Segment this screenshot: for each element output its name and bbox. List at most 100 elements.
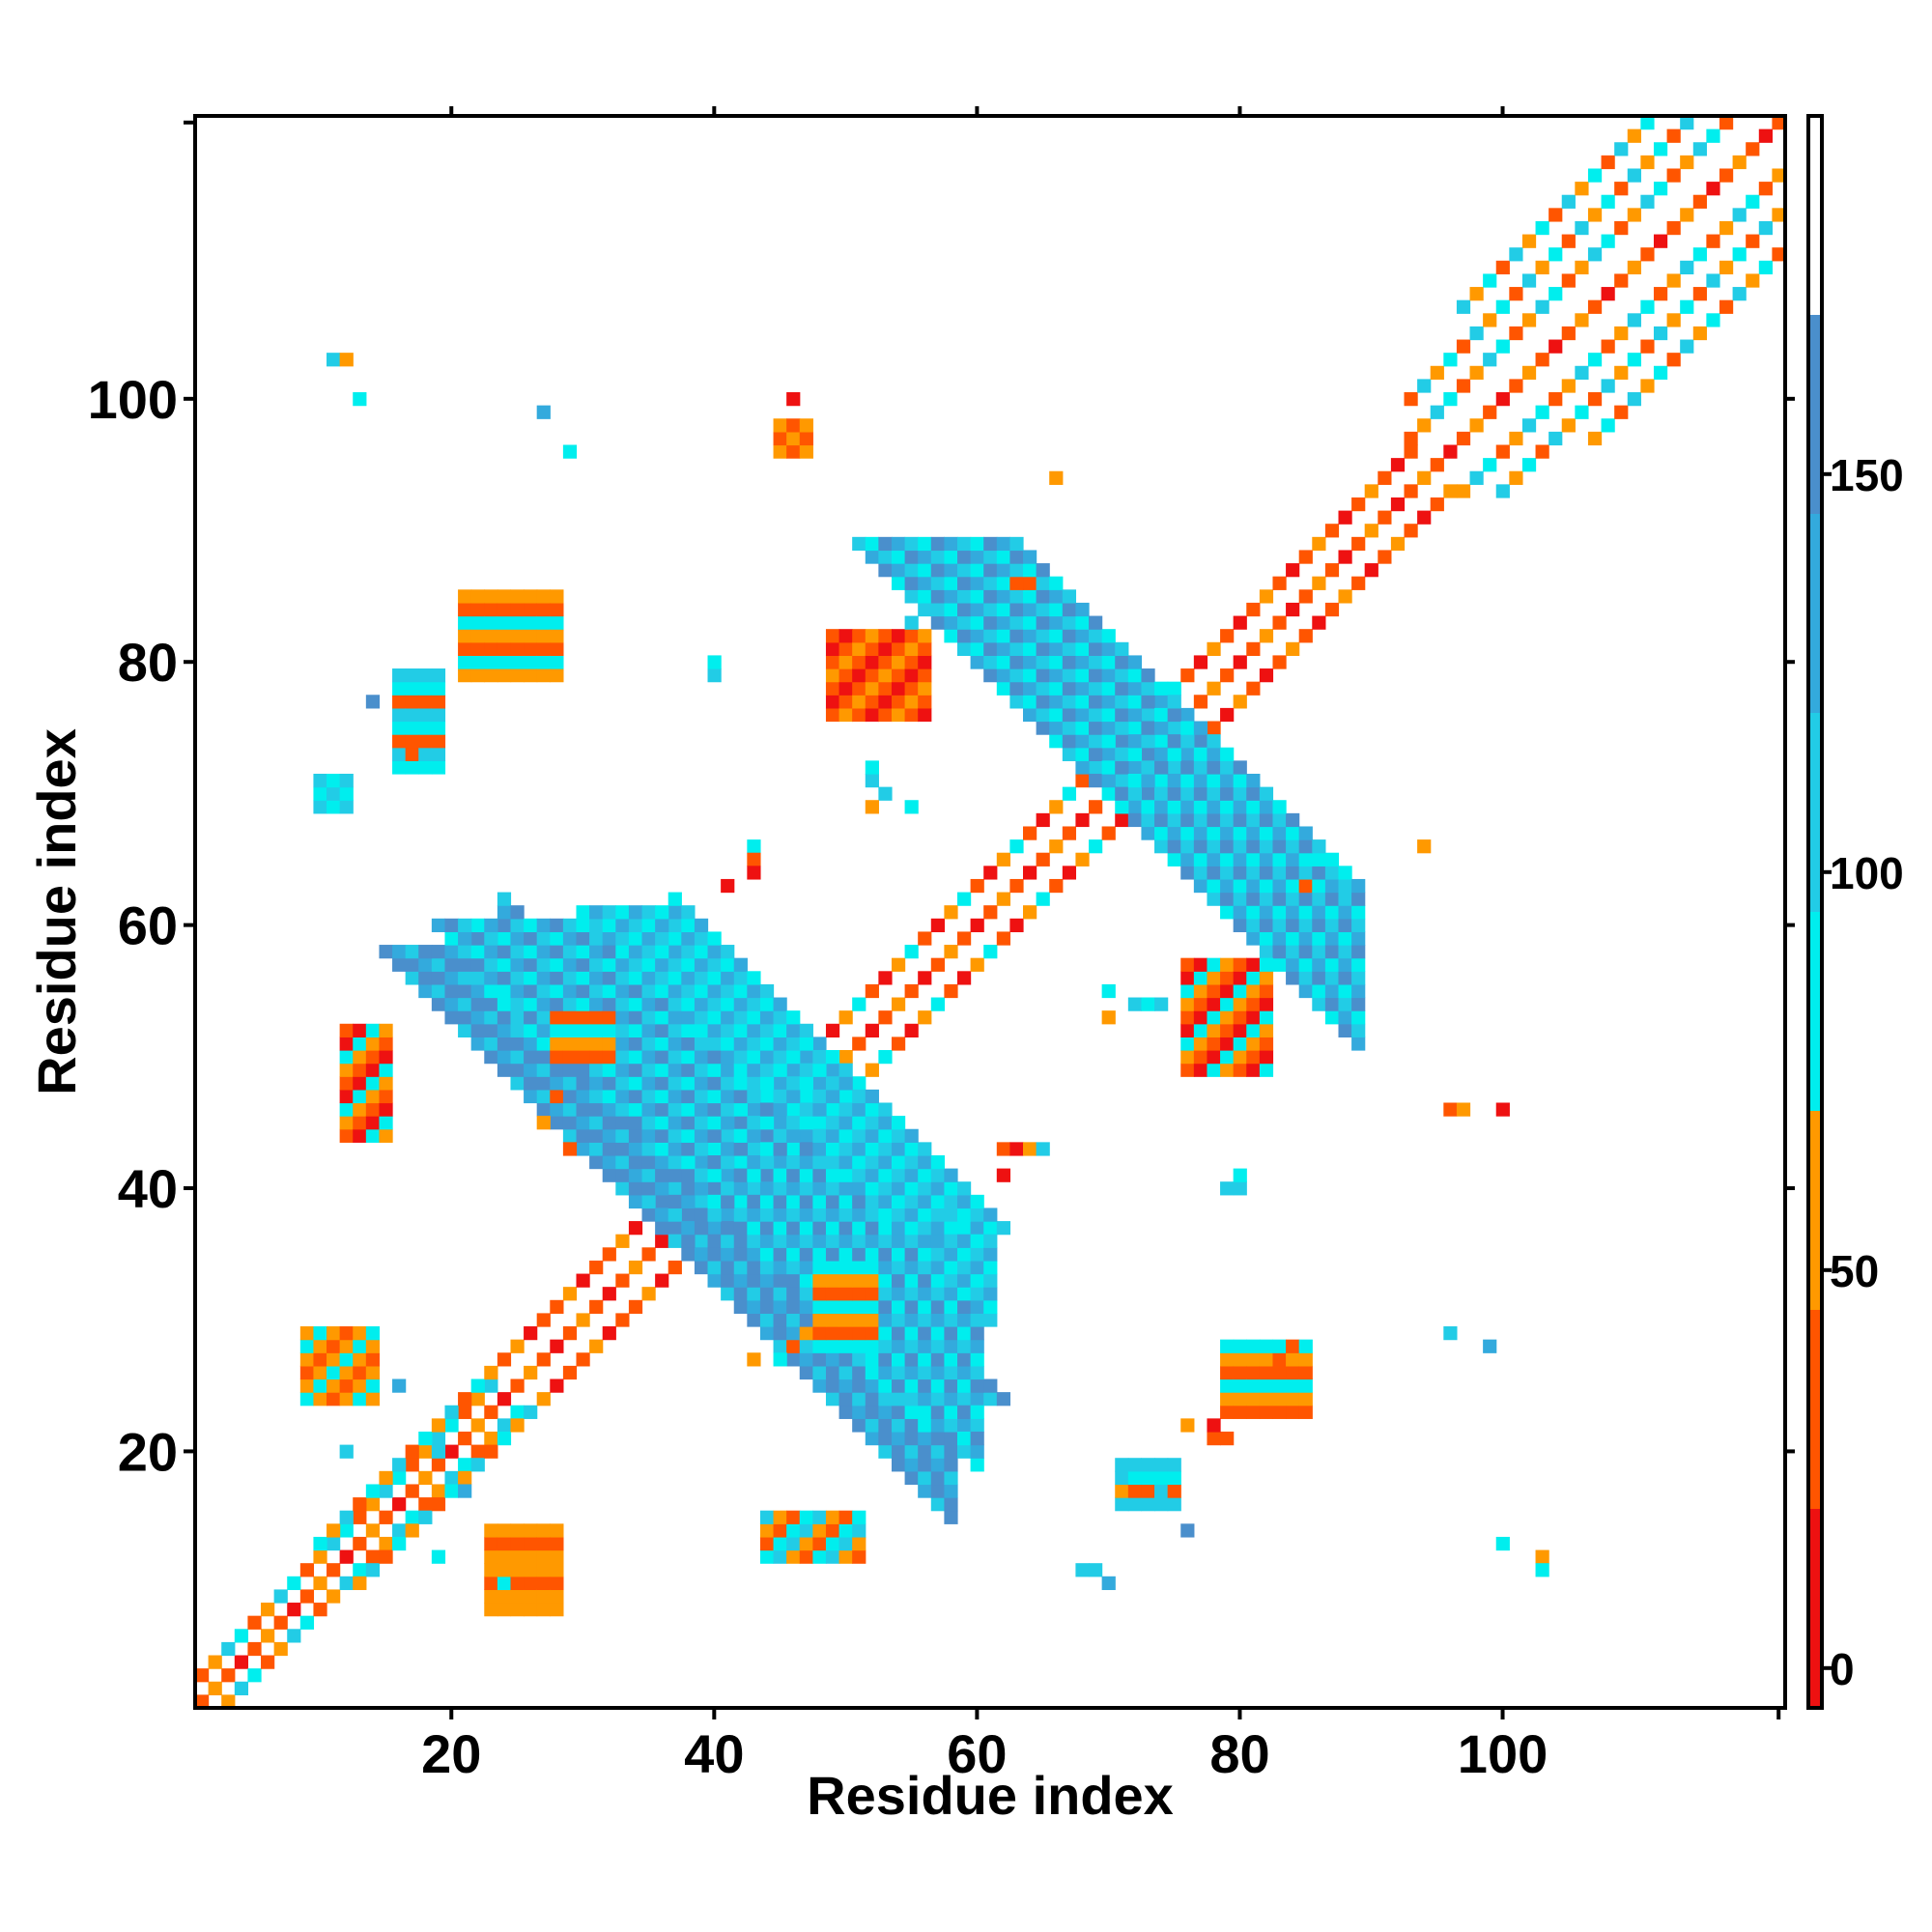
heatmap-cell bbox=[799, 1076, 813, 1091]
heatmap-cell bbox=[641, 1076, 656, 1091]
heatmap-cell bbox=[1259, 878, 1274, 894]
heatmap-cell bbox=[1259, 826, 1274, 840]
heatmap-cell bbox=[930, 1418, 945, 1433]
heatmap-cell bbox=[1259, 1063, 1274, 1077]
heatmap-cell bbox=[1220, 1339, 1235, 1353]
heatmap-cell bbox=[1089, 800, 1103, 814]
heatmap-cell bbox=[904, 1208, 919, 1222]
heatmap-cell bbox=[1298, 1365, 1313, 1380]
heatmap-cell bbox=[641, 1128, 656, 1143]
plot-frame bbox=[193, 114, 1787, 1710]
heatmap-cell bbox=[970, 1352, 984, 1367]
heatmap-cell bbox=[1023, 629, 1037, 643]
heatmap-cell bbox=[707, 1063, 722, 1077]
heatmap-cell bbox=[1036, 655, 1050, 669]
heatmap-cell bbox=[1141, 1497, 1155, 1512]
heatmap-cell bbox=[707, 1010, 722, 1025]
heatmap-cell bbox=[221, 1694, 236, 1709]
heatmap-cell bbox=[970, 1208, 984, 1222]
heatmap-cell bbox=[1233, 852, 1247, 867]
heatmap-cell bbox=[930, 1234, 945, 1248]
heatmap-cell bbox=[918, 971, 932, 985]
heatmap-cell bbox=[1758, 220, 1773, 236]
heatmap-cell bbox=[1036, 721, 1050, 735]
heatmap-cell bbox=[970, 1431, 984, 1446]
heatmap-cell bbox=[733, 971, 748, 985]
heatmap-cell bbox=[1233, 1023, 1247, 1037]
heatmap-cell bbox=[1561, 418, 1576, 433]
heatmap-cell bbox=[497, 1418, 512, 1433]
heatmap-cell bbox=[484, 1603, 498, 1617]
heatmap-cell bbox=[655, 1037, 669, 1051]
heatmap-cell bbox=[418, 681, 433, 696]
heatmap-cell bbox=[1207, 892, 1221, 906]
heatmap-cell bbox=[1115, 1470, 1129, 1486]
heatmap-cell bbox=[1653, 234, 1668, 248]
heatmap-cell bbox=[799, 1339, 813, 1353]
heatmap-cell bbox=[918, 1458, 932, 1472]
heatmap-cell bbox=[655, 1273, 669, 1288]
heatmap-cell bbox=[878, 1168, 893, 1182]
heatmap-cell bbox=[470, 1458, 485, 1472]
heatmap-cell bbox=[339, 1523, 354, 1538]
heatmap-cell bbox=[1443, 1102, 1458, 1117]
heatmap-cell bbox=[1009, 576, 1024, 590]
heatmap-cell bbox=[970, 1194, 984, 1209]
heatmap-cell bbox=[327, 1589, 341, 1604]
heatmap-cell bbox=[865, 536, 879, 552]
heatmap-cell bbox=[484, 1023, 498, 1037]
heatmap-cell bbox=[1627, 168, 1641, 183]
heatmap-cell bbox=[1298, 866, 1313, 880]
heatmap-cell bbox=[615, 1050, 630, 1065]
heatmap-cell bbox=[1062, 747, 1077, 761]
heatmap-cell bbox=[1404, 484, 1418, 498]
heatmap-cell bbox=[655, 1221, 669, 1236]
heatmap-cell bbox=[1233, 1392, 1247, 1406]
heatmap-cell bbox=[786, 1023, 801, 1037]
heatmap-cell bbox=[733, 1181, 748, 1196]
heatmap-cell bbox=[1233, 839, 1247, 854]
heatmap-cell bbox=[825, 1023, 840, 1037]
heatmap-cell bbox=[1075, 629, 1090, 643]
heatmap-cell bbox=[431, 695, 446, 709]
heatmap-cell bbox=[970, 550, 984, 564]
heatmap-cell bbox=[759, 1063, 775, 1077]
heatmap-cell bbox=[641, 1063, 656, 1077]
heatmap-cell bbox=[1193, 734, 1208, 749]
x-tick-label: 60 bbox=[947, 1723, 1007, 1784]
heatmap-cell bbox=[1456, 431, 1471, 446]
heatmap-cell bbox=[786, 1247, 801, 1262]
heatmap-cell bbox=[510, 983, 525, 999]
heatmap-cell bbox=[944, 1510, 958, 1524]
heatmap-cell bbox=[1259, 945, 1274, 959]
heatmap-cell bbox=[1286, 1378, 1300, 1393]
heatmap-cell bbox=[668, 971, 682, 985]
heatmap-cell bbox=[1062, 629, 1077, 643]
heatmap-cell bbox=[1298, 629, 1313, 643]
heatmap-cell bbox=[759, 1102, 775, 1117]
heatmap-cell bbox=[825, 1392, 840, 1406]
heatmap-cell bbox=[431, 1497, 446, 1512]
heatmap-cell bbox=[1286, 1352, 1300, 1367]
heatmap-cell bbox=[562, 997, 578, 1011]
heatmap-cell bbox=[918, 668, 932, 683]
heatmap-cell bbox=[1246, 1352, 1261, 1367]
heatmap-cell bbox=[1312, 536, 1326, 552]
heatmap-cell bbox=[786, 1287, 801, 1301]
heatmap-cell bbox=[825, 1154, 840, 1170]
heatmap-cell bbox=[1627, 208, 1641, 222]
heatmap-cell bbox=[1009, 615, 1024, 630]
heatmap-cell bbox=[918, 1299, 932, 1315]
heatmap-cell bbox=[444, 983, 459, 999]
heatmap-cell bbox=[1127, 812, 1143, 828]
heatmap-cell bbox=[1127, 668, 1143, 683]
heatmap-cell bbox=[1246, 602, 1261, 617]
heatmap-cell bbox=[392, 1536, 407, 1551]
heatmap-cell bbox=[799, 1510, 813, 1524]
heatmap-cell bbox=[1036, 1142, 1050, 1156]
heatmap-cell bbox=[484, 641, 498, 657]
heatmap-cell bbox=[1246, 1010, 1261, 1025]
heatmap-cell bbox=[655, 1063, 669, 1077]
heatmap-cell bbox=[1036, 812, 1050, 828]
heatmap-cell bbox=[1246, 773, 1261, 788]
